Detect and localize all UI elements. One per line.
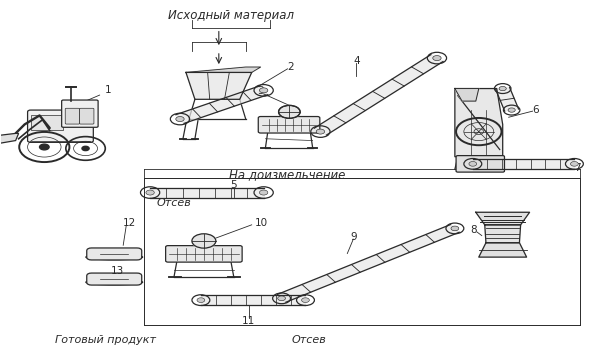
Ellipse shape <box>86 255 143 260</box>
Text: Отсев: Отсев <box>156 198 191 208</box>
Text: На доизмельчение: На доизмельчение <box>229 168 346 181</box>
FancyBboxPatch shape <box>87 273 142 285</box>
Text: 8: 8 <box>471 225 477 235</box>
Text: 7: 7 <box>574 163 581 173</box>
Circle shape <box>279 105 300 118</box>
Polygon shape <box>314 55 443 135</box>
Polygon shape <box>0 134 19 144</box>
Circle shape <box>570 162 578 166</box>
FancyBboxPatch shape <box>456 156 504 172</box>
Circle shape <box>316 129 325 134</box>
Text: Отсев: Отсев <box>291 334 326 345</box>
Polygon shape <box>150 188 264 198</box>
Circle shape <box>432 55 441 60</box>
Text: 12: 12 <box>123 218 136 228</box>
Text: 1: 1 <box>105 85 111 95</box>
Text: 5: 5 <box>231 180 237 190</box>
Circle shape <box>197 298 205 302</box>
FancyBboxPatch shape <box>87 248 142 260</box>
Circle shape <box>474 129 483 134</box>
Bar <box>31 116 63 130</box>
Text: 9: 9 <box>350 232 356 242</box>
Text: 2: 2 <box>288 62 294 72</box>
Circle shape <box>508 108 515 112</box>
Polygon shape <box>476 212 530 225</box>
Text: Готовый продукт: Готовый продукт <box>55 334 156 345</box>
Text: 3: 3 <box>258 86 264 96</box>
Polygon shape <box>473 159 574 168</box>
Text: 11: 11 <box>242 316 255 325</box>
Circle shape <box>192 234 216 248</box>
Polygon shape <box>277 225 459 302</box>
Text: 6: 6 <box>533 105 539 115</box>
Circle shape <box>40 144 49 150</box>
FancyBboxPatch shape <box>80 108 94 124</box>
FancyBboxPatch shape <box>28 110 93 142</box>
Polygon shape <box>186 72 252 99</box>
Polygon shape <box>485 225 521 243</box>
FancyBboxPatch shape <box>166 246 242 262</box>
FancyBboxPatch shape <box>65 108 80 124</box>
Polygon shape <box>496 87 519 111</box>
Polygon shape <box>176 86 268 123</box>
Circle shape <box>146 190 155 195</box>
Polygon shape <box>186 67 261 72</box>
Polygon shape <box>455 89 479 101</box>
Polygon shape <box>201 296 305 305</box>
FancyBboxPatch shape <box>62 100 98 127</box>
FancyBboxPatch shape <box>258 117 320 133</box>
Text: 10: 10 <box>255 218 268 228</box>
Circle shape <box>469 162 477 166</box>
Circle shape <box>259 190 268 195</box>
Polygon shape <box>455 89 503 157</box>
Text: 4: 4 <box>353 55 359 66</box>
Text: Исходный материал: Исходный материал <box>168 9 294 22</box>
Circle shape <box>301 298 309 302</box>
Polygon shape <box>479 243 527 257</box>
Circle shape <box>259 88 268 93</box>
Circle shape <box>82 146 89 150</box>
Text: 13: 13 <box>111 266 125 276</box>
Circle shape <box>451 226 459 231</box>
Circle shape <box>176 117 184 122</box>
Circle shape <box>278 296 286 301</box>
Ellipse shape <box>86 279 143 285</box>
Circle shape <box>499 86 506 91</box>
